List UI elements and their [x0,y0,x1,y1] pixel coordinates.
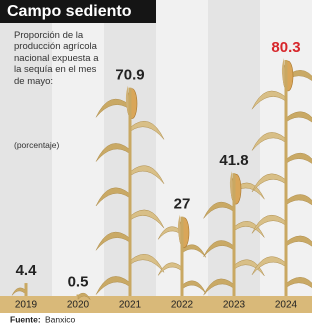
value-label: 80.3 [271,39,300,56]
source-label: Fuente: [10,314,41,324]
chart-title: Campo sediento [7,3,132,20]
x-tick-label: 2022 [171,300,194,311]
x-tick-label: 2021 [119,300,142,311]
value-label: 0.5 [68,273,89,290]
value-label: 41.8 [219,152,248,169]
axis-band [0,296,312,313]
value-label: 27 [174,196,191,213]
subtitle: Proporción de la producción agrícola nac… [14,30,106,87]
source: Banxico [45,314,76,324]
stalk [233,173,236,296]
stalk [77,295,80,296]
stalk [285,60,288,296]
stalk [181,217,184,296]
x-tick-label: 2023 [223,300,246,311]
stalk [25,283,28,296]
x-tick-label: 2019 [15,300,38,311]
unit-note: (porcentaje) [14,140,59,150]
value-label: 70.9 [115,67,144,84]
stalk [129,88,132,296]
infographic: 4.4 2019 0.5 2020 70.9 2021 27 2022 41.8 2023 80.3… [0,0,312,327]
x-tick-label: 2020 [67,300,90,311]
value-label: 4.4 [16,262,38,279]
x-tick-label: 2024 [275,300,298,311]
